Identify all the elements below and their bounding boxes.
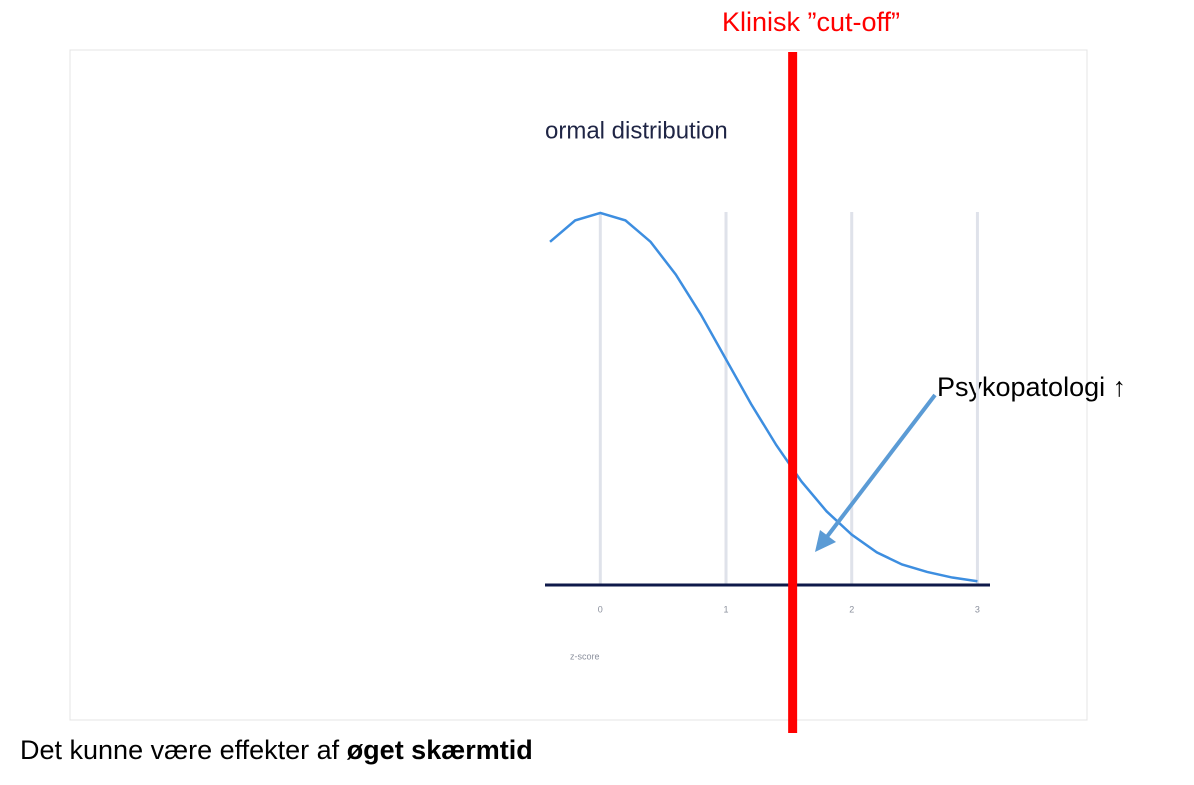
- x-tick-label: 1: [724, 604, 729, 614]
- arrow-label: Psykopatologi ↑: [937, 372, 1126, 402]
- caption: Det kunne være effekter af øget skærmtid: [20, 735, 533, 765]
- x-tick-label: 3: [975, 604, 980, 614]
- x-tick-label: 0: [598, 604, 603, 614]
- curve: [549, 211, 978, 583]
- plot: 0 1 2 3: [545, 211, 990, 614]
- image-frame: [69, 49, 1088, 721]
- x-tick-label: 2: [849, 604, 854, 614]
- arrow: [815, 393, 937, 552]
- caption-bold: øget skærmtid: [347, 735, 533, 765]
- x-axis-label: z-score: [570, 651, 600, 661]
- chart-title: ormal distribution: [545, 117, 728, 144]
- cutoff-label: Klinisk ”cut-off”: [722, 7, 900, 37]
- caption-text: Det kunne være effekter af: [20, 735, 347, 765]
